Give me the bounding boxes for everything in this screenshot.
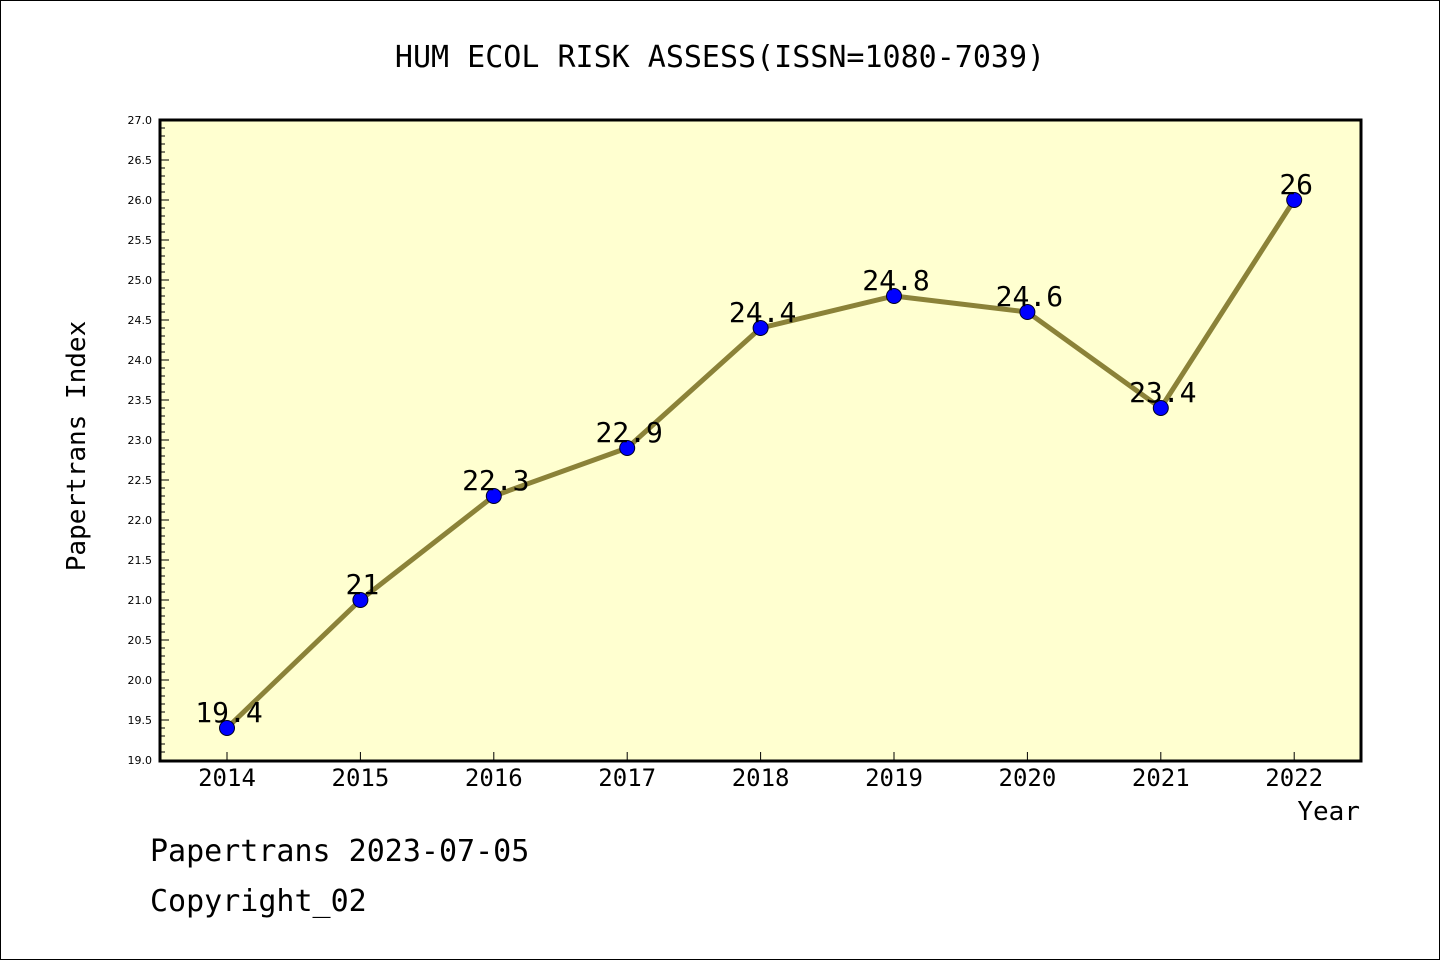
y-tick-label: 20.5 xyxy=(128,634,153,647)
axis-tick-labels: 19.0 19.5 20.0 20.5 21.0 21.5 22.0 22.5 23.0 23.5… xyxy=(128,114,1324,792)
data-point xyxy=(1152,400,1169,416)
data-point xyxy=(752,320,769,336)
x-tick-label: 2018 xyxy=(732,764,790,792)
x-tick-label: 2021 xyxy=(1132,764,1190,792)
x-tick-label: 2019 xyxy=(865,764,923,792)
data-point xyxy=(1286,192,1303,208)
x-tick-label: 2016 xyxy=(465,764,523,792)
y-tick-label: 23.0 xyxy=(128,434,153,447)
footer-date: Papertrans 2023-07-05 xyxy=(150,834,530,869)
data-label: 23.4 xyxy=(1129,376,1196,409)
data-labels: 19.4 21 22.3 22.9 24.4 24.8 24.6 23.4 26 xyxy=(195,168,1313,729)
y-tick-label: 22.5 xyxy=(128,474,153,487)
data-point xyxy=(619,440,636,456)
x-tick-label: 2014 xyxy=(198,764,256,792)
data-label: 21 xyxy=(346,568,380,601)
data-label: 19.4 xyxy=(195,696,262,729)
data-point xyxy=(352,592,369,608)
x-tick-label: 2015 xyxy=(332,764,390,792)
data-label: 24.8 xyxy=(862,264,929,297)
y-tick-label: 21.0 xyxy=(128,594,153,607)
data-points xyxy=(219,192,1303,736)
y-tick-label: 23.5 xyxy=(128,394,153,407)
y-tick-label: 22.0 xyxy=(128,514,153,527)
data-point xyxy=(219,720,235,736)
data-label: 22.3 xyxy=(462,464,529,497)
axis-ticks xyxy=(160,119,1295,761)
y-tick-label: 19.5 xyxy=(128,714,153,727)
y-tick-label: 26.5 xyxy=(128,154,153,167)
x-tick-label: 2020 xyxy=(999,764,1057,792)
plot-area xyxy=(158,118,1363,763)
y-axis-title: Papertrans Index xyxy=(62,321,92,571)
x-tick-label: 2017 xyxy=(598,764,656,792)
chart-title: HUM ECOL RISK ASSESS(ISSN=1080-7039) xyxy=(395,40,1045,75)
data-label: 24.6 xyxy=(996,280,1063,313)
y-tick-label: 24.5 xyxy=(128,314,153,327)
x-axis-title: Year xyxy=(1297,797,1360,827)
data-label: 26 xyxy=(1279,168,1313,201)
data-label: 24.4 xyxy=(729,296,796,329)
y-tick-label: 20.0 xyxy=(128,674,153,687)
y-tick-label: 27.0 xyxy=(128,114,153,127)
data-point xyxy=(485,488,502,504)
y-tick-label: 26.0 xyxy=(128,194,153,207)
y-tick-label: 24.0 xyxy=(128,354,153,367)
y-tick-label: 21.5 xyxy=(128,554,153,567)
x-tick-label: 2022 xyxy=(1265,764,1323,792)
data-label: 22.9 xyxy=(595,416,662,449)
footer-copyright: Copyright_02 xyxy=(150,884,367,919)
data-point xyxy=(1019,304,1036,320)
y-tick-label: 19.0 xyxy=(128,754,153,767)
y-tick-label: 25.0 xyxy=(128,274,153,287)
y-tick-label: 25.5 xyxy=(128,234,153,247)
data-point xyxy=(886,288,902,304)
